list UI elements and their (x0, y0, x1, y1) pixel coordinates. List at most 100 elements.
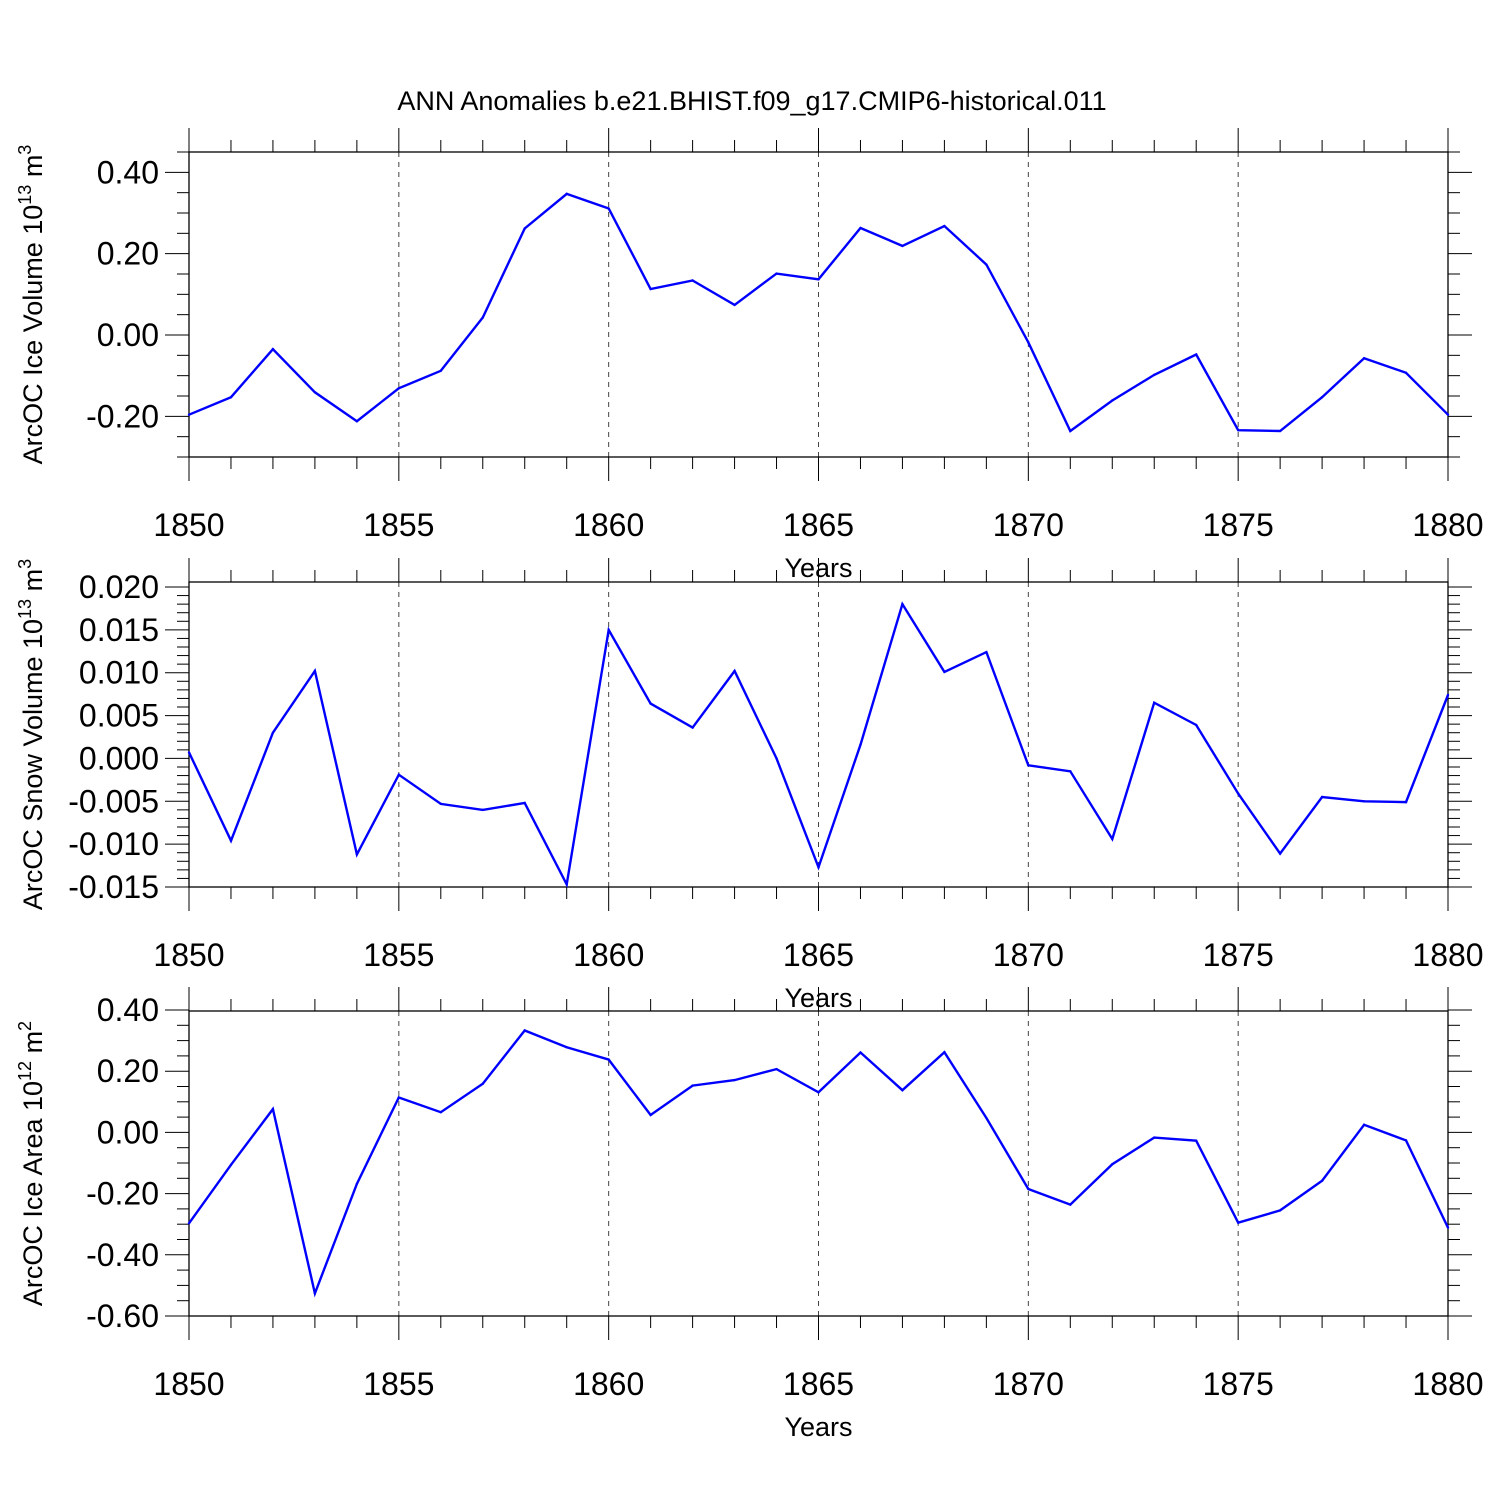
x-tick-label: 1865 (783, 1366, 854, 1402)
data-point (1404, 371, 1408, 375)
y-tick-label: -0.010 (68, 826, 159, 862)
data-point (229, 1163, 233, 1167)
data-point (271, 731, 275, 734)
data-point (943, 670, 946, 674)
x-tick-label: 1865 (783, 937, 854, 973)
y-tick-label: -0.005 (68, 783, 159, 819)
data-point (1446, 413, 1450, 416)
data-point (649, 287, 652, 291)
data-point (817, 1091, 820, 1094)
data-point (481, 316, 484, 319)
data-point (943, 224, 946, 228)
data-point (1236, 1221, 1240, 1224)
data-point (859, 1051, 862, 1054)
x-tick-label: 1850 (153, 1366, 224, 1402)
y-tick-label: 0.005 (79, 698, 159, 734)
data-point (481, 1082, 484, 1085)
data-point (1278, 852, 1282, 855)
data-point (565, 192, 568, 196)
data-point (313, 669, 317, 673)
data-point (985, 650, 988, 654)
data-point (229, 396, 233, 399)
data-point (943, 1051, 946, 1054)
x-tick-label: 1860 (573, 937, 644, 973)
data-point (439, 802, 442, 806)
data-point (1027, 341, 1030, 344)
data-point (1236, 792, 1240, 795)
data-point (313, 391, 317, 394)
data-point (817, 866, 820, 869)
data-point (859, 226, 862, 230)
data-point (523, 1029, 526, 1032)
y-tick-label: 0.40 (97, 154, 159, 190)
data-point (481, 808, 484, 812)
data-point (229, 839, 233, 842)
y-tick-label: -0.20 (86, 1176, 159, 1212)
data-point (397, 1096, 401, 1099)
x-tick-label: 1880 (1412, 937, 1483, 973)
y-tick-label: 0.00 (97, 1114, 159, 1150)
data-point (1069, 770, 1072, 773)
y-tick-label: 0.20 (97, 236, 159, 272)
data-point (1111, 399, 1114, 402)
x-tick-label: 1870 (993, 1366, 1064, 1402)
x-axis-title: Years (784, 1412, 852, 1442)
data-point (355, 853, 359, 856)
y-tick-label: 0.020 (79, 569, 159, 605)
data-point (775, 272, 778, 275)
data-point (397, 773, 401, 776)
data-point (649, 702, 652, 705)
data-point (1153, 1136, 1156, 1139)
data-point (691, 279, 694, 282)
data-point (565, 883, 568, 886)
data-point (271, 1107, 275, 1111)
data-point (439, 1111, 442, 1114)
data-point (439, 369, 442, 372)
data-point (1278, 429, 1282, 433)
data-point (1069, 429, 1072, 433)
data-point (1320, 795, 1324, 799)
x-tick-label: 1865 (783, 507, 854, 543)
y-axis-title: ArcOC Ice Volume 1013 m3 (15, 145, 48, 465)
data-point (901, 1088, 904, 1092)
x-tick-label: 1855 (363, 937, 434, 973)
data-point (1027, 764, 1030, 767)
data-point (397, 387, 401, 390)
y-axis-title: ArcOC Snow Volume 1013 m3 (15, 559, 48, 910)
data-point (1446, 1226, 1450, 1229)
chart-title: ANN Anomalies b.e21.BHIST.f09_g17.CMIP6-… (397, 86, 1106, 116)
x-tick-label: 1880 (1412, 1366, 1483, 1402)
data-point (1362, 800, 1366, 803)
data-point (1278, 1209, 1282, 1212)
data-point (859, 743, 862, 746)
panel-2: -0.015 -0.010 -0.005 0.000 0.005 0.010 0.015 0.… (15, 558, 1484, 1013)
y-tick-label: -0.015 (68, 869, 159, 905)
data-point (901, 602, 904, 606)
x-tick-label: 1855 (363, 1366, 434, 1402)
data-point (1195, 353, 1198, 356)
data-point (1236, 428, 1240, 432)
data-point (313, 1292, 317, 1295)
panel-1: -0.20 0.00 0.20 0.40 1850 1855 1860 1865 1870 187… (15, 128, 1484, 583)
y-tick-label: 0.010 (79, 655, 159, 691)
y-tick-label: 0.015 (79, 612, 159, 648)
y-tick-label: -0.40 (86, 1237, 159, 1273)
x-tick-label: 1880 (1412, 507, 1483, 543)
data-point (649, 1113, 652, 1117)
y-tick-label: 0.00 (97, 317, 159, 353)
data-point (607, 207, 610, 210)
data-point (733, 669, 736, 673)
data-point (817, 278, 820, 281)
data-point (733, 1078, 736, 1082)
data-point (1195, 1139, 1198, 1142)
data-point (1446, 693, 1450, 697)
y-tick-label: 0.000 (79, 740, 159, 776)
x-tick-label: 1855 (363, 507, 434, 543)
data-point (607, 1058, 610, 1061)
x-tick-label: 1870 (993, 937, 1064, 973)
panels: -0.20 0.00 0.20 0.40 1850 1855 1860 1865 1870 187… (15, 128, 1484, 1442)
data-point (1404, 800, 1408, 804)
data-point (985, 263, 988, 266)
x-tick-label: 1850 (153, 507, 224, 543)
